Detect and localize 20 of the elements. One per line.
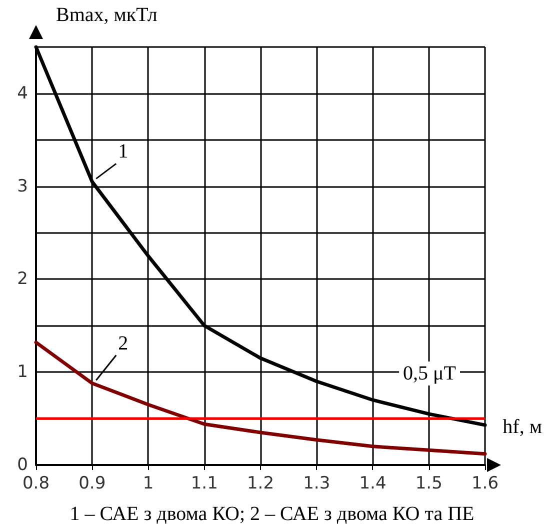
y-tick-label: 4 bbox=[17, 83, 28, 104]
series-label: 2 bbox=[118, 332, 128, 354]
x-tick-label: 1.4 bbox=[359, 474, 386, 494]
y-tick-label: 3 bbox=[17, 176, 28, 196]
y-axis-title: Bmax, мкТл bbox=[56, 4, 158, 26]
text: 1 – САЕ з двома КО; 2 – САЕ з двома КО та ПЕ bbox=[70, 503, 474, 525]
y-tick-label: 0 bbox=[17, 455, 28, 475]
x-tick-label: 0.9 bbox=[78, 474, 106, 494]
x-tick-label: 1.1 bbox=[190, 474, 218, 494]
x-tick-label: 1 bbox=[142, 474, 154, 494]
series-label: 1 bbox=[118, 140, 128, 163]
x-tick-label: 1.5 bbox=[415, 474, 442, 494]
y-tick-label: 2 bbox=[17, 269, 28, 290]
ref-line-label: 0,5 μT bbox=[403, 362, 456, 385]
x-axis-title: hf, м bbox=[502, 416, 542, 438]
x-tick-label: 1.3 bbox=[303, 474, 330, 494]
x-tick-label: 0.8 bbox=[22, 474, 50, 494]
x-tick-label: 1.2 bbox=[246, 474, 274, 494]
x-tick-label: 1.6 bbox=[471, 474, 499, 494]
y-tick-label: 1 bbox=[17, 362, 28, 382]
